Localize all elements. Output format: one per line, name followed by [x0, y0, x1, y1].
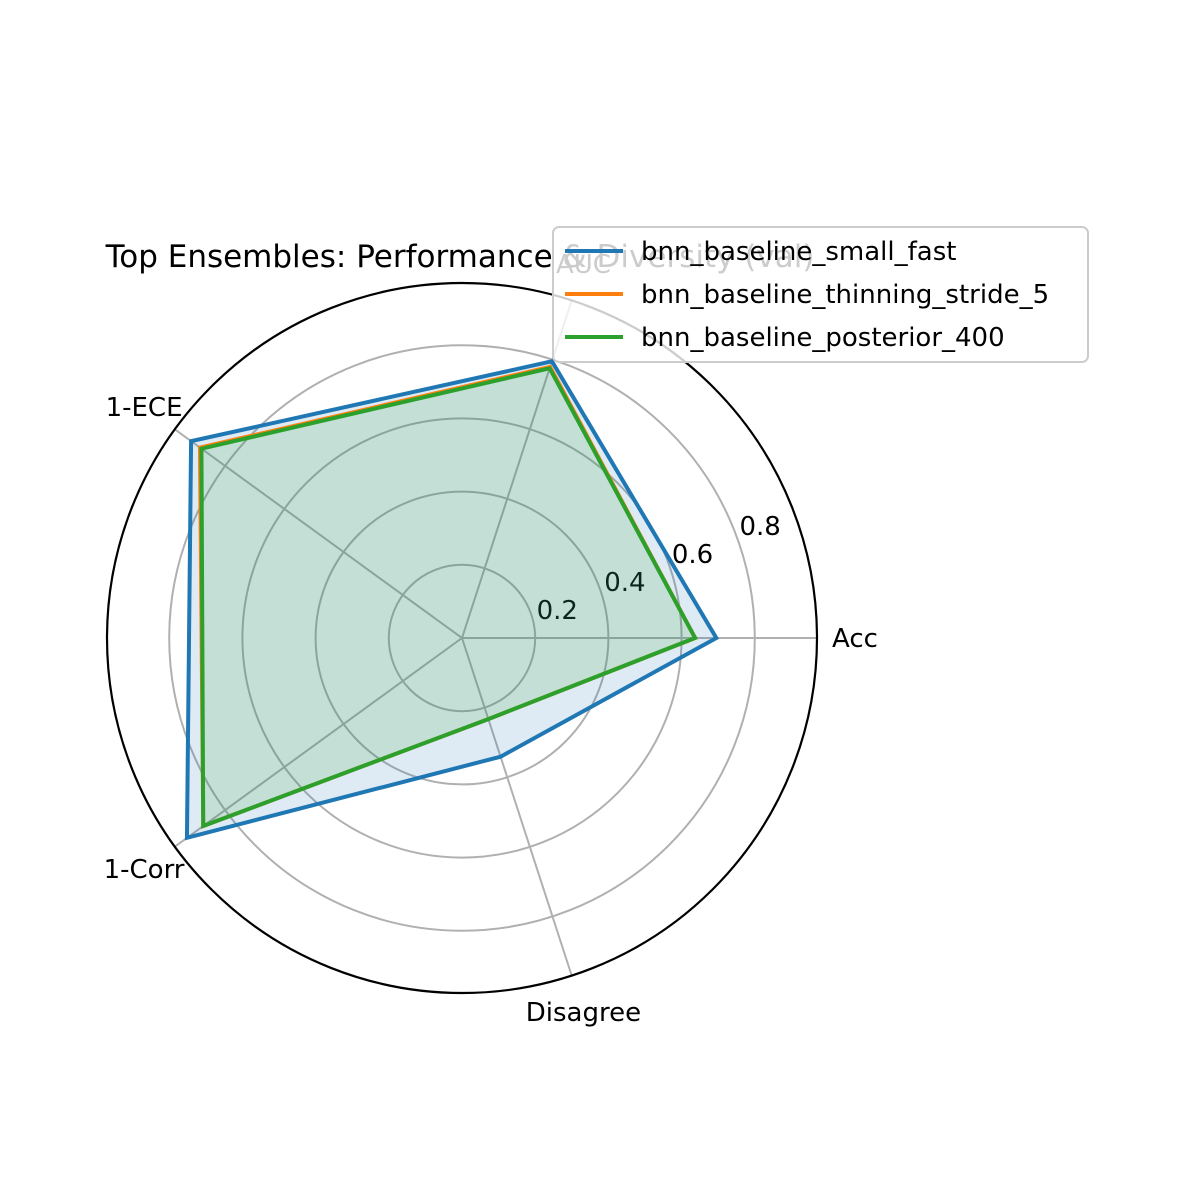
- legend-label: bnn_baseline_posterior_400: [641, 323, 1005, 353]
- polar-frame: [105, 281, 819, 995]
- legend-label: bnn_baseline_thinning_stride_5: [641, 280, 1049, 310]
- axis-spoke: [174, 428, 463, 639]
- radial-tick-label: 0.6: [672, 540, 713, 570]
- axis-spoke: [461, 637, 573, 976]
- radial-grid: 0.2 0.4 0.6 0.8: [105, 281, 819, 995]
- axis-label: 1-ECE: [106, 393, 183, 423]
- axis-spoke: [174, 637, 463, 848]
- axis-label: Acc: [832, 624, 878, 654]
- radial-tick-label: 0.8: [739, 512, 780, 542]
- radial-tick-label: 0.4: [604, 568, 645, 598]
- series-layer: [184, 359, 720, 841]
- series-fill: [201, 368, 696, 827]
- series-fill: [186, 361, 717, 838]
- series-outline: [184, 359, 720, 841]
- series-outline: [199, 365, 698, 829]
- legend-frame: [552, 226, 1089, 363]
- legend: bnn_baseline_small_fast bnn_baseline_thin…: [552, 226, 1089, 363]
- radial-tick-label: 0.2: [537, 596, 578, 626]
- axis-label: 1-Corr: [104, 855, 185, 885]
- axis-label: Disagree: [526, 998, 641, 1028]
- legend-label: bnn_baseline_small_fast: [641, 237, 956, 267]
